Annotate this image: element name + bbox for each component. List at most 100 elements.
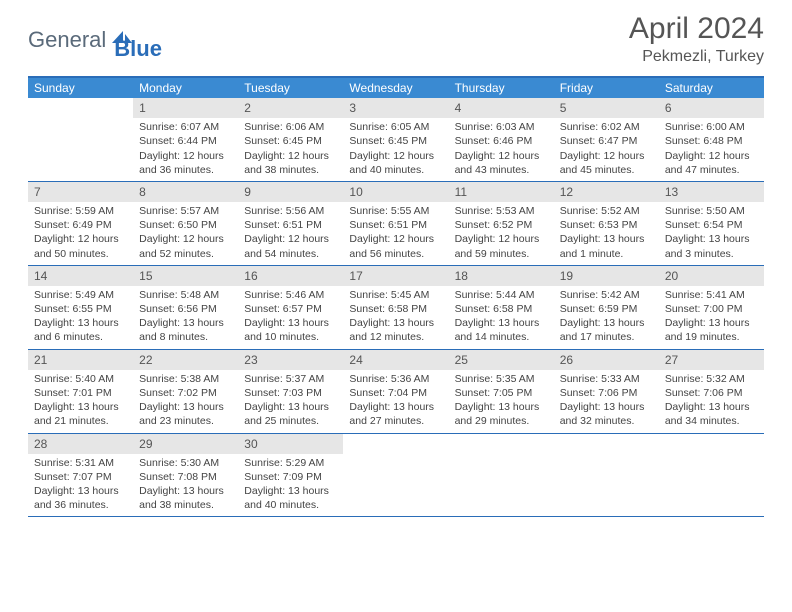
cell-body: Sunrise: 6:05 AMSunset: 6:45 PMDaylight:… [343, 118, 448, 181]
day-header-cell: Thursday [449, 78, 554, 98]
cell-body: Sunrise: 5:37 AMSunset: 7:03 PMDaylight:… [238, 370, 343, 433]
sunrise-line: Sunrise: 6:03 AM [455, 120, 548, 134]
cell-body: Sunrise: 5:59 AMSunset: 6:49 PMDaylight:… [28, 202, 133, 265]
cell-body: Sunrise: 5:49 AMSunset: 6:55 PMDaylight:… [28, 286, 133, 349]
day-number: 13 [659, 182, 764, 202]
daylight-line: Daylight: 13 hours and 8 minutes. [139, 316, 232, 344]
daylight-line: Daylight: 13 hours and 12 minutes. [349, 316, 442, 344]
calendar-cell: 11Sunrise: 5:53 AMSunset: 6:52 PMDayligh… [449, 182, 554, 265]
sunset-line: Sunset: 6:51 PM [349, 218, 442, 232]
daylight-line: Daylight: 12 hours and 47 minutes. [665, 149, 758, 177]
day-number: 1 [133, 98, 238, 118]
daylight-line: Daylight: 13 hours and 38 minutes. [139, 484, 232, 512]
cell-body: Sunrise: 5:52 AMSunset: 6:53 PMDaylight:… [554, 202, 659, 265]
calendar-cell: 2Sunrise: 6:06 AMSunset: 6:45 PMDaylight… [238, 98, 343, 181]
sunset-line: Sunset: 6:52 PM [455, 218, 548, 232]
cell-body: Sunrise: 5:41 AMSunset: 7:00 PMDaylight:… [659, 286, 764, 349]
calendar-cell: 30Sunrise: 5:29 AMSunset: 7:09 PMDayligh… [238, 434, 343, 517]
day-number: 30 [238, 434, 343, 454]
calendar-week: .1Sunrise: 6:07 AMSunset: 6:44 PMDayligh… [28, 98, 764, 182]
sunrise-line: Sunrise: 5:59 AM [34, 204, 127, 218]
day-number: 29 [133, 434, 238, 454]
day-number: 18 [449, 266, 554, 286]
day-header-cell: Saturday [659, 78, 764, 98]
sunset-line: Sunset: 6:58 PM [349, 302, 442, 316]
sail-icon [110, 29, 134, 47]
cell-body: Sunrise: 5:48 AMSunset: 6:56 PMDaylight:… [133, 286, 238, 349]
sunset-line: Sunset: 7:00 PM [665, 302, 758, 316]
day-number: 21 [28, 350, 133, 370]
day-number: 10 [343, 182, 448, 202]
daylight-line: Daylight: 13 hours and 17 minutes. [560, 316, 653, 344]
sunrise-line: Sunrise: 5:29 AM [244, 456, 337, 470]
sunset-line: Sunset: 6:55 PM [34, 302, 127, 316]
day-number: 9 [238, 182, 343, 202]
calendar-cell: 21Sunrise: 5:40 AMSunset: 7:01 PMDayligh… [28, 350, 133, 433]
daylight-line: Daylight: 13 hours and 10 minutes. [244, 316, 337, 344]
cell-body: Sunrise: 5:35 AMSunset: 7:05 PMDaylight:… [449, 370, 554, 433]
daylight-line: Daylight: 13 hours and 19 minutes. [665, 316, 758, 344]
calendar-cell: 26Sunrise: 5:33 AMSunset: 7:06 PMDayligh… [554, 350, 659, 433]
calendar-cell: 18Sunrise: 5:44 AMSunset: 6:58 PMDayligh… [449, 266, 554, 349]
sunrise-line: Sunrise: 5:44 AM [455, 288, 548, 302]
cell-body: Sunrise: 5:53 AMSunset: 6:52 PMDaylight:… [449, 202, 554, 265]
daylight-line: Daylight: 13 hours and 36 minutes. [34, 484, 127, 512]
day-number: 2 [238, 98, 343, 118]
sunset-line: Sunset: 6:49 PM [34, 218, 127, 232]
calendar-cell: 5Sunrise: 6:02 AMSunset: 6:47 PMDaylight… [554, 98, 659, 181]
sunrise-line: Sunrise: 6:05 AM [349, 120, 442, 134]
cell-body: Sunrise: 5:29 AMSunset: 7:09 PMDaylight:… [238, 454, 343, 517]
day-number: 14 [28, 266, 133, 286]
calendar-cell: 12Sunrise: 5:52 AMSunset: 6:53 PMDayligh… [554, 182, 659, 265]
day-number: 24 [343, 350, 448, 370]
sunset-line: Sunset: 6:54 PM [665, 218, 758, 232]
cell-body: Sunrise: 6:03 AMSunset: 6:46 PMDaylight:… [449, 118, 554, 181]
sunset-line: Sunset: 6:58 PM [455, 302, 548, 316]
daylight-line: Daylight: 13 hours and 21 minutes. [34, 400, 127, 428]
calendar-cell: 17Sunrise: 5:45 AMSunset: 6:58 PMDayligh… [343, 266, 448, 349]
sunset-line: Sunset: 6:50 PM [139, 218, 232, 232]
sunrise-line: Sunrise: 6:07 AM [139, 120, 232, 134]
sunset-line: Sunset: 6:47 PM [560, 134, 653, 148]
sunset-line: Sunset: 7:03 PM [244, 386, 337, 400]
day-header-row: SundayMondayTuesdayWednesdayThursdayFrid… [28, 78, 764, 98]
sunrise-line: Sunrise: 5:33 AM [560, 372, 653, 386]
day-number: 27 [659, 350, 764, 370]
calendar-cell: 4Sunrise: 6:03 AMSunset: 6:46 PMDaylight… [449, 98, 554, 181]
sunrise-line: Sunrise: 5:57 AM [139, 204, 232, 218]
calendar-week: 28Sunrise: 5:31 AMSunset: 7:07 PMDayligh… [28, 434, 764, 518]
day-number: 15 [133, 266, 238, 286]
cell-body: Sunrise: 6:02 AMSunset: 6:47 PMDaylight:… [554, 118, 659, 181]
calendar: SundayMondayTuesdayWednesdayThursdayFrid… [28, 76, 764, 517]
daylight-line: Daylight: 13 hours and 3 minutes. [665, 232, 758, 260]
header: General Blue April 2024 Pekmezli, Turkey [0, 0, 792, 70]
sunset-line: Sunset: 6:48 PM [665, 134, 758, 148]
calendar-cell: 29Sunrise: 5:30 AMSunset: 7:08 PMDayligh… [133, 434, 238, 517]
sunrise-line: Sunrise: 5:41 AM [665, 288, 758, 302]
sunrise-line: Sunrise: 6:06 AM [244, 120, 337, 134]
day-number: 3 [343, 98, 448, 118]
daylight-line: Daylight: 12 hours and 43 minutes. [455, 149, 548, 177]
cell-body: Sunrise: 5:31 AMSunset: 7:07 PMDaylight:… [28, 454, 133, 517]
sunset-line: Sunset: 6:51 PM [244, 218, 337, 232]
daylight-line: Daylight: 13 hours and 23 minutes. [139, 400, 232, 428]
calendar-cell: . [28, 98, 133, 181]
cell-body: Sunrise: 5:32 AMSunset: 7:06 PMDaylight:… [659, 370, 764, 433]
calendar-cell: 1Sunrise: 6:07 AMSunset: 6:44 PMDaylight… [133, 98, 238, 181]
sunrise-line: Sunrise: 5:35 AM [455, 372, 548, 386]
sunrise-line: Sunrise: 5:48 AM [139, 288, 232, 302]
sunrise-line: Sunrise: 5:42 AM [560, 288, 653, 302]
day-header-cell: Sunday [28, 78, 133, 98]
sunrise-line: Sunrise: 5:53 AM [455, 204, 548, 218]
day-number: 25 [449, 350, 554, 370]
calendar-cell: . [343, 434, 448, 517]
day-number: 8 [133, 182, 238, 202]
daylight-line: Daylight: 12 hours and 36 minutes. [139, 149, 232, 177]
calendar-cell: 15Sunrise: 5:48 AMSunset: 6:56 PMDayligh… [133, 266, 238, 349]
sunset-line: Sunset: 7:06 PM [560, 386, 653, 400]
sunrise-line: Sunrise: 5:49 AM [34, 288, 127, 302]
calendar-week: 7Sunrise: 5:59 AMSunset: 6:49 PMDaylight… [28, 182, 764, 266]
month-title: April 2024 [629, 12, 764, 46]
calendar-cell: 8Sunrise: 5:57 AMSunset: 6:50 PMDaylight… [133, 182, 238, 265]
calendar-cell: 13Sunrise: 5:50 AMSunset: 6:54 PMDayligh… [659, 182, 764, 265]
